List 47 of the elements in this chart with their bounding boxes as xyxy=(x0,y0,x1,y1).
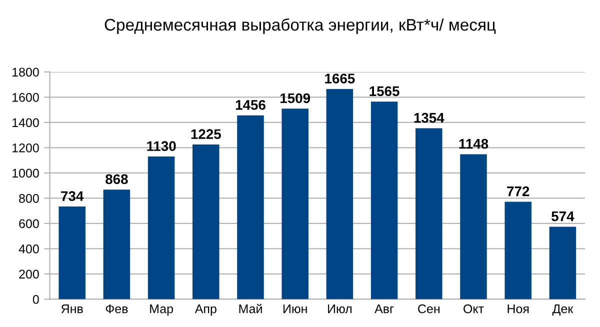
data-label: 868 xyxy=(106,174,128,184)
bar xyxy=(58,206,86,300)
x-tick-label: Янв xyxy=(61,304,83,314)
data-label: 772 xyxy=(507,186,530,196)
bar xyxy=(504,202,532,300)
x-tick-label: Окт xyxy=(464,304,484,314)
data-label: 574 xyxy=(552,212,574,222)
y-tick-label: 1600 xyxy=(12,92,39,102)
data-label: 1665 xyxy=(325,74,355,84)
x-tick-label: Ноя xyxy=(508,304,529,314)
y-tick-label: 1000 xyxy=(12,168,39,178)
x-tick-label: Май xyxy=(239,304,262,314)
x-tick-label: Апр xyxy=(194,304,216,316)
data-label: 1456 xyxy=(236,100,266,110)
y-tick-label: 800 xyxy=(19,194,39,203)
y-tick-label: 1400 xyxy=(12,118,39,128)
x-tick-label: Июл xyxy=(328,304,352,314)
data-label: 1565 xyxy=(370,86,400,96)
x-tick-label: Фев xyxy=(106,304,128,314)
x-tick-label: Июн xyxy=(283,304,307,314)
x-tick-label: Мар xyxy=(150,304,174,316)
x-tick-label: Сен xyxy=(418,304,440,314)
y-tick-label: 400 xyxy=(18,244,39,254)
x-tick-label: Авг xyxy=(374,304,394,314)
data-label: 1354 xyxy=(414,112,444,123)
y-tick-label: 200 xyxy=(19,270,39,279)
y-tick-label: 0 xyxy=(32,295,39,304)
bar xyxy=(103,190,130,300)
bar xyxy=(237,115,264,300)
data-label: 734 xyxy=(61,191,84,202)
bar xyxy=(416,128,442,300)
data-label: 1130 xyxy=(147,141,176,152)
x-tick-label: Дек xyxy=(552,304,574,316)
bar xyxy=(460,154,487,300)
data-label: 1148 xyxy=(459,138,488,149)
data-label: 1509 xyxy=(280,93,310,104)
y-tick-label: 1800 xyxy=(12,68,39,77)
y-tick-label: 1200 xyxy=(12,143,39,152)
bar xyxy=(370,102,398,300)
y-tick-label: 600 xyxy=(19,219,39,228)
chart-title: Среднемесячная выработка энергии, кВт*ч/ месяц xyxy=(104,18,496,34)
data-label: 1225 xyxy=(191,129,221,140)
bar xyxy=(148,156,175,300)
bar xyxy=(326,88,354,300)
bar xyxy=(282,108,308,300)
bar xyxy=(192,144,220,300)
bar xyxy=(549,226,576,300)
